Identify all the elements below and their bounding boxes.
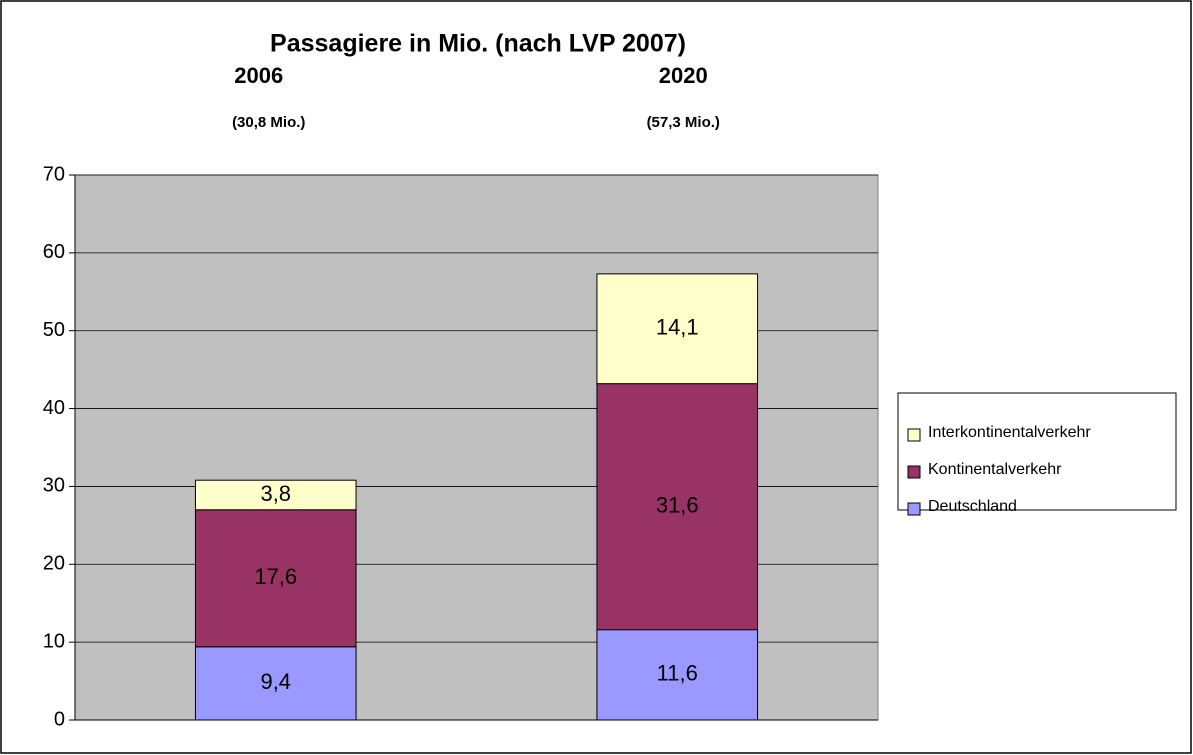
value-label: 3,8 [260,481,291,506]
value-label: 9,4 [260,669,291,694]
y-tick-label: 60 [43,241,65,263]
legend-label: Interkontinentalverkehr [928,424,1091,441]
legend-label: Kontinentalverkehr [928,461,1062,478]
y-tick-label: 30 [43,475,65,497]
category-label: 2020 [659,63,708,88]
bar-segment [194,509,357,648]
legend-box [897,392,1177,511]
category-total: (30,8 Mio.) [232,114,305,131]
bar-segment [596,629,759,721]
legend-swatch [907,465,921,479]
y-tick-label: 0 [54,708,65,730]
value-label: 31,6 [656,492,699,517]
y-tick-label: 20 [43,553,65,575]
y-tick-label: 50 [43,319,65,341]
chart-title: Passagiere in Mio. (nach LVP 2007) [270,30,686,58]
value-label: 17,6 [254,564,297,589]
legend-swatch [907,428,921,442]
y-tick-label: 70 [43,163,65,185]
legend-label: Deutschland [928,498,1017,515]
value-label: 14,1 [656,315,699,340]
legend-swatch [907,502,921,516]
y-tick-label: 40 [43,397,65,419]
bar-segment [596,383,759,631]
category-total: (57,3 Mio.) [647,114,720,131]
bar-segment [596,273,759,385]
bar-segment [194,479,357,511]
y-tick-label: 10 [43,630,65,652]
category-label: 2006 [234,63,283,88]
value-label: 11,6 [657,661,698,686]
